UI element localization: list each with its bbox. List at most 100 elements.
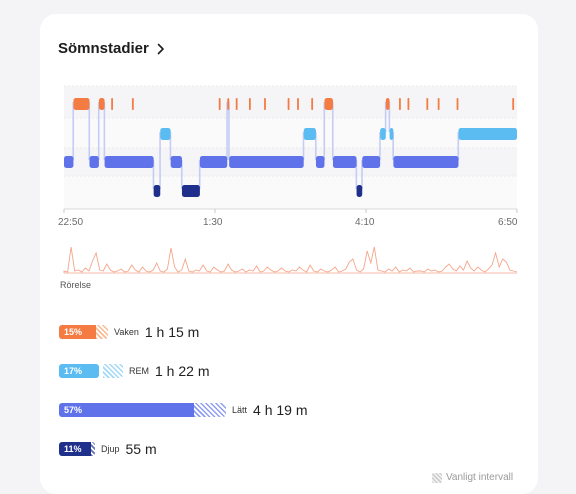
awake-blip <box>235 98 238 110</box>
typical-range-hatch <box>91 442 95 456</box>
stage-segment <box>362 156 381 168</box>
stage-percent-bar: 15% <box>59 325 96 339</box>
stage-percent: 17% <box>64 366 83 376</box>
stage-segment <box>303 128 316 140</box>
awake-blip <box>264 98 266 110</box>
typical-range-hatch <box>194 403 226 417</box>
stage-segment <box>393 156 459 168</box>
awake-blip <box>456 98 459 110</box>
sleep-stages-title-link[interactable]: Sömnstadier <box>58 40 165 57</box>
stage-percent: 11% <box>64 444 82 454</box>
stage-segment <box>315 156 325 168</box>
sleep-stages-card: Sömnstadier 22:50 1:30 4:10 6:50 Rörelse… <box>40 14 538 494</box>
stage-transition <box>169 132 172 160</box>
stage-transition <box>103 102 106 160</box>
awake-blip <box>248 98 251 110</box>
stage-segment <box>170 156 182 168</box>
stage-name: Djup <box>101 444 120 454</box>
legend-row-1: 17% REM 1 h 22 m <box>59 363 209 379</box>
stage-segment <box>380 128 386 140</box>
awake-blip <box>311 98 314 110</box>
stage-segment <box>160 128 171 140</box>
x-tick-label: 4:10 <box>355 217 375 228</box>
stage-transition <box>152 160 155 189</box>
x-tick-label: 6:50 <box>498 217 518 228</box>
stage-transition <box>159 132 161 189</box>
awake-blip <box>437 98 440 110</box>
x-tick-label: 22:50 <box>58 217 84 228</box>
stage-segment <box>104 156 154 168</box>
stage-transition <box>392 132 394 160</box>
awake-blip <box>218 98 221 110</box>
stage-segment <box>98 98 105 110</box>
awake-blip <box>426 98 429 110</box>
sleep-stage-chart <box>63 85 518 274</box>
stage-transition <box>88 102 91 160</box>
stage-transition <box>323 102 326 160</box>
legend-row-0: 15% Vaken 1 h 15 m <box>59 324 199 340</box>
stage-segment <box>324 98 333 110</box>
hatch-swatch-icon <box>432 472 442 483</box>
stage-segment <box>332 156 357 168</box>
awake-blip <box>111 98 113 110</box>
stage-transition <box>226 102 228 160</box>
awake-blip <box>297 98 299 110</box>
stage-transition <box>314 132 317 160</box>
stage-transition <box>331 102 334 160</box>
stage-name: REM <box>129 366 149 376</box>
typical-range-hatch <box>96 325 108 339</box>
stage-transition <box>180 160 183 189</box>
stage-transition <box>457 132 460 160</box>
legend-row-3: 11% Djup 55 m <box>59 441 157 457</box>
stage-transition <box>355 160 358 189</box>
stage-segment <box>73 98 90 110</box>
stage-percent-bar: 57% <box>59 403 194 417</box>
awake-blip <box>512 98 515 110</box>
stage-segment <box>356 185 363 197</box>
stage-transition <box>361 160 363 189</box>
stage-duration: 1 h 22 m <box>155 363 210 379</box>
typical-range-note: Vanligt intervall <box>432 472 513 483</box>
awake-blip <box>131 98 134 110</box>
stage-name: Vaken <box>114 327 139 337</box>
stage-percent-bar: 11% <box>59 442 91 456</box>
stage-transition <box>379 132 381 160</box>
stage-transition <box>72 102 75 160</box>
stage-percent: 57% <box>64 405 83 415</box>
typical-range-hatch <box>103 364 123 378</box>
stage-transition <box>302 132 305 160</box>
stage-segment <box>181 185 200 197</box>
stage-segment <box>199 156 228 168</box>
awake-blip <box>399 98 401 110</box>
stage-name: Lätt <box>232 405 248 415</box>
stage-transition <box>97 102 100 160</box>
legend-row-2: 57% Lätt 4 h 19 m <box>59 402 308 418</box>
stage-transition <box>198 160 201 189</box>
stage-segment <box>153 185 161 197</box>
stage-lane <box>64 86 517 118</box>
x-tick-label: 1:30 <box>203 217 223 228</box>
awake-blip <box>287 98 290 110</box>
chevron-right-icon <box>157 43 164 55</box>
stage-transition <box>384 102 387 132</box>
stage-segment <box>227 98 230 110</box>
stage-percent-bar: 17% <box>59 364 99 378</box>
stage-segment <box>64 156 74 168</box>
awake-blip <box>407 98 410 110</box>
stage-lane <box>64 176 517 209</box>
typical-range-label: Vanligt intervall <box>446 472 514 483</box>
stage-segment <box>389 128 394 140</box>
stage-duration: 4 h 19 m <box>253 402 308 418</box>
stage-lane <box>64 118 517 148</box>
page-title: Sömnstadier <box>58 40 149 57</box>
stage-segment <box>385 98 390 110</box>
stage-transition <box>388 102 391 132</box>
movement-label: Rörelse <box>60 280 92 290</box>
stage-segment <box>458 128 517 140</box>
movement-line <box>63 246 518 273</box>
stage-transition <box>228 102 230 160</box>
stage-duration: 55 m <box>125 441 157 457</box>
stage-duration: 1 h 15 m <box>144 324 200 340</box>
stage-segment <box>229 156 304 168</box>
stage-segment <box>89 156 99 168</box>
